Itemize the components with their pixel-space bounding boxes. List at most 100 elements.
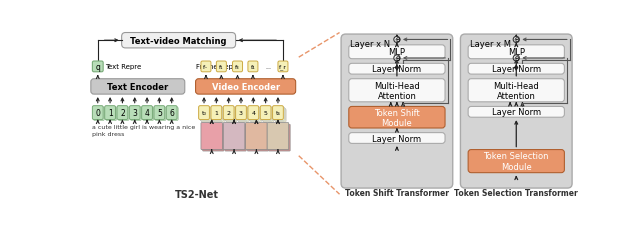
FancyBboxPatch shape xyxy=(91,79,185,95)
Text: 1: 1 xyxy=(214,111,218,116)
Text: 2: 2 xyxy=(227,111,230,116)
FancyBboxPatch shape xyxy=(349,133,445,144)
FancyBboxPatch shape xyxy=(460,35,572,188)
Text: 1: 1 xyxy=(108,109,113,118)
Text: ...: ... xyxy=(266,65,271,70)
FancyBboxPatch shape xyxy=(105,106,115,120)
FancyBboxPatch shape xyxy=(166,106,177,120)
Text: Multi-Head
Attention: Multi-Head Attention xyxy=(374,81,420,101)
FancyBboxPatch shape xyxy=(275,109,286,123)
FancyBboxPatch shape xyxy=(237,107,247,121)
Text: Text Repre: Text Repre xyxy=(106,64,141,70)
Text: 5: 5 xyxy=(264,111,268,116)
Text: 3: 3 xyxy=(132,109,137,118)
FancyBboxPatch shape xyxy=(200,108,211,122)
FancyBboxPatch shape xyxy=(248,62,258,72)
Text: f₋: f₋ xyxy=(204,65,209,70)
Text: 4: 4 xyxy=(145,109,150,118)
Text: ⊕: ⊕ xyxy=(513,37,519,43)
FancyBboxPatch shape xyxy=(224,107,235,121)
Text: Frame Repre: Frame Repre xyxy=(196,64,239,70)
FancyBboxPatch shape xyxy=(201,123,223,150)
Text: Video Encoder: Video Encoder xyxy=(212,83,280,91)
FancyBboxPatch shape xyxy=(216,62,227,72)
FancyBboxPatch shape xyxy=(143,107,154,121)
FancyBboxPatch shape xyxy=(92,106,103,120)
FancyBboxPatch shape xyxy=(246,123,267,150)
FancyBboxPatch shape xyxy=(269,125,291,151)
FancyBboxPatch shape xyxy=(214,109,225,123)
FancyBboxPatch shape xyxy=(260,106,271,120)
Text: f₄: f₄ xyxy=(251,65,255,70)
Text: Layer Norm: Layer Norm xyxy=(492,108,541,117)
Text: pink dress: pink dress xyxy=(92,131,125,136)
Text: Token Shift
Module: Token Shift Module xyxy=(374,108,420,127)
FancyBboxPatch shape xyxy=(212,107,223,121)
FancyBboxPatch shape xyxy=(211,106,221,120)
Circle shape xyxy=(513,37,519,43)
FancyBboxPatch shape xyxy=(262,108,273,122)
FancyBboxPatch shape xyxy=(273,106,284,120)
FancyBboxPatch shape xyxy=(223,106,234,120)
FancyBboxPatch shape xyxy=(261,107,272,121)
FancyBboxPatch shape xyxy=(238,109,249,123)
FancyBboxPatch shape xyxy=(249,107,260,121)
Text: 0: 0 xyxy=(95,109,100,118)
FancyBboxPatch shape xyxy=(349,46,445,59)
Text: 3: 3 xyxy=(239,111,243,116)
FancyBboxPatch shape xyxy=(118,107,129,121)
FancyBboxPatch shape xyxy=(92,62,103,72)
Text: ⊕: ⊕ xyxy=(394,37,400,43)
FancyBboxPatch shape xyxy=(468,46,564,59)
FancyBboxPatch shape xyxy=(341,35,452,188)
Text: t₆: t₆ xyxy=(275,111,280,116)
FancyBboxPatch shape xyxy=(168,107,178,121)
Text: ⊕: ⊕ xyxy=(513,56,519,62)
FancyBboxPatch shape xyxy=(250,108,260,122)
Text: t₀: t₀ xyxy=(202,111,207,116)
Circle shape xyxy=(394,37,400,43)
Text: Token Selection
Module: Token Selection Module xyxy=(483,152,549,171)
Text: Text Encoder: Text Encoder xyxy=(107,83,168,91)
Text: f_r: f_r xyxy=(279,64,287,70)
Text: Token Shift Transformer: Token Shift Transformer xyxy=(345,188,449,197)
Text: TS2-Net: TS2-Net xyxy=(175,189,219,199)
FancyBboxPatch shape xyxy=(349,79,445,102)
Text: a cute little girl is wearing a nice: a cute little girl is wearing a nice xyxy=(92,125,196,130)
Text: ⊕: ⊕ xyxy=(394,56,400,62)
Text: Token Selection Transformer: Token Selection Transformer xyxy=(454,188,578,197)
FancyBboxPatch shape xyxy=(468,79,564,102)
FancyBboxPatch shape xyxy=(155,107,166,121)
FancyBboxPatch shape xyxy=(122,33,236,49)
FancyBboxPatch shape xyxy=(93,107,104,121)
FancyBboxPatch shape xyxy=(226,109,237,123)
FancyBboxPatch shape xyxy=(273,107,284,121)
Text: 4: 4 xyxy=(252,111,255,116)
FancyBboxPatch shape xyxy=(198,106,209,120)
Circle shape xyxy=(394,56,400,62)
FancyBboxPatch shape xyxy=(247,125,269,151)
Text: Layer Norm: Layer Norm xyxy=(492,65,541,74)
FancyBboxPatch shape xyxy=(349,64,445,75)
Text: 2: 2 xyxy=(120,109,125,118)
FancyBboxPatch shape xyxy=(248,106,259,120)
FancyBboxPatch shape xyxy=(263,109,274,123)
Text: f₃: f₃ xyxy=(236,65,240,70)
FancyBboxPatch shape xyxy=(468,64,564,75)
Text: Layer Norm: Layer Norm xyxy=(372,134,422,143)
FancyBboxPatch shape xyxy=(141,106,152,120)
FancyBboxPatch shape xyxy=(131,107,141,121)
FancyBboxPatch shape xyxy=(200,107,211,121)
FancyBboxPatch shape xyxy=(202,109,212,123)
Text: Layer x M: Layer x M xyxy=(470,39,511,49)
FancyBboxPatch shape xyxy=(468,107,564,118)
Circle shape xyxy=(513,56,519,62)
Text: q: q xyxy=(95,63,100,72)
FancyBboxPatch shape xyxy=(225,125,246,151)
FancyBboxPatch shape xyxy=(349,107,445,128)
Text: Multi-Head
Attention: Multi-Head Attention xyxy=(493,81,539,101)
FancyBboxPatch shape xyxy=(232,62,243,72)
FancyBboxPatch shape xyxy=(278,62,288,72)
FancyBboxPatch shape xyxy=(468,150,564,173)
FancyBboxPatch shape xyxy=(202,125,224,151)
